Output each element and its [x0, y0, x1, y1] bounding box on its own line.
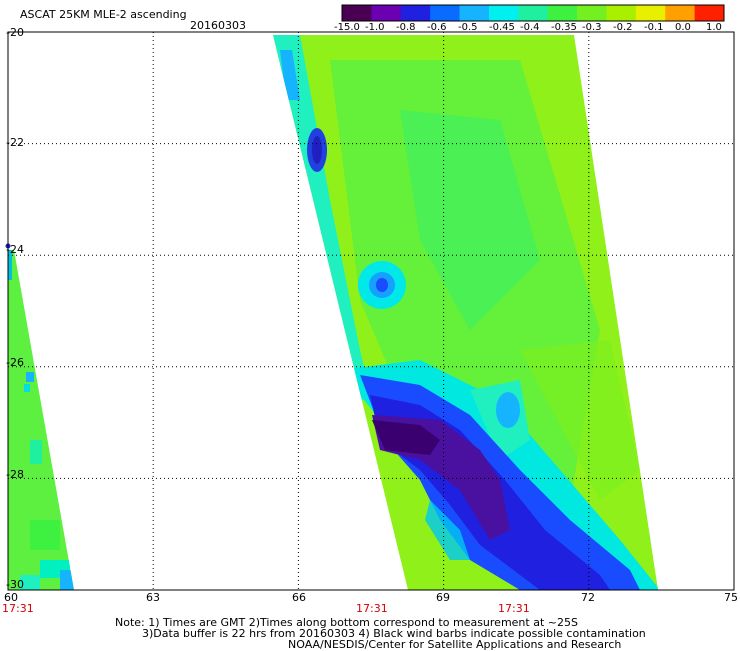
time-label-2: 17:31: [356, 602, 388, 615]
grid: [8, 32, 734, 590]
colorbar-label: -0.8: [396, 22, 416, 33]
colorbar-swatch: [577, 5, 607, 21]
plot-date: 20160303: [190, 19, 246, 32]
lat-label-26: -26: [6, 356, 24, 369]
date-text: 20160303: [190, 19, 246, 32]
colorbar-label: -0.1: [644, 22, 664, 33]
title-text: ASCAT 25KM MLE-2 ascending: [20, 8, 187, 21]
colorbar-swatch: [547, 5, 578, 21]
colorbar-label: 0.0: [675, 22, 691, 33]
lon-label-69: 69: [436, 591, 450, 604]
lon-label-60: 60: [4, 591, 18, 604]
colorbar-swatch: [665, 5, 696, 21]
colorbar-swatch: [459, 5, 490, 21]
colorbar-swatch: [488, 5, 519, 21]
time-label-3: 17:31: [498, 602, 530, 615]
note-line-1: Note: 1) Times are GMT 2)Times along bot…: [115, 616, 578, 629]
colorbar-label: -0.35: [551, 22, 577, 33]
colorbar-label: -0.45: [489, 22, 515, 33]
main-swath: [273, 35, 658, 590]
plot-frame: [7, 31, 735, 591]
colorbar-label: -0.5: [458, 22, 478, 33]
lat-label-28: -28: [6, 468, 24, 481]
lat-label-20: -20: [6, 26, 24, 39]
lon-label-66: 66: [292, 591, 306, 604]
colorbar-swatch: [635, 5, 666, 21]
colorbar-label: -0.6: [427, 22, 447, 33]
colorbar-label: -15.0: [334, 22, 360, 33]
lon-label-63: 63: [146, 591, 160, 604]
colorbar-label: -0.2: [613, 22, 633, 33]
colorbar-swatch: [371, 5, 402, 21]
colorbar: [341, 4, 725, 22]
colorbar-swatch: [400, 5, 431, 21]
lat-label-22: -22: [6, 136, 24, 149]
colorbar-label: -1.0: [365, 22, 385, 33]
plot-title: ASCAT 25KM MLE-2 ascending: [20, 8, 187, 21]
note-line-3: NOAA/NESDIS/Center for Satellite Applica…: [288, 638, 622, 651]
lat-label-24: -24: [6, 243, 24, 256]
left-swath: [8, 250, 74, 590]
colorbar-label: -0.3: [582, 22, 602, 33]
colorbar-swatch: [342, 5, 372, 21]
colorbar-label: 1.0: [706, 22, 722, 33]
time-label-1: 17:31: [2, 602, 34, 615]
colorbar-label: -0.4: [520, 22, 540, 33]
lon-label-72: 72: [581, 591, 595, 604]
colorbar-swatch: [518, 5, 549, 21]
lat-label-30: -30: [6, 578, 24, 591]
colorbar-swatch: [606, 5, 637, 21]
note-line-2: 3)Data buffer is 22 hrs from 20160303 4)…: [142, 627, 646, 640]
lon-label-75: 75: [724, 591, 738, 604]
colorbar-swatch: [430, 5, 461, 21]
colorbar-swatch: [694, 5, 725, 21]
